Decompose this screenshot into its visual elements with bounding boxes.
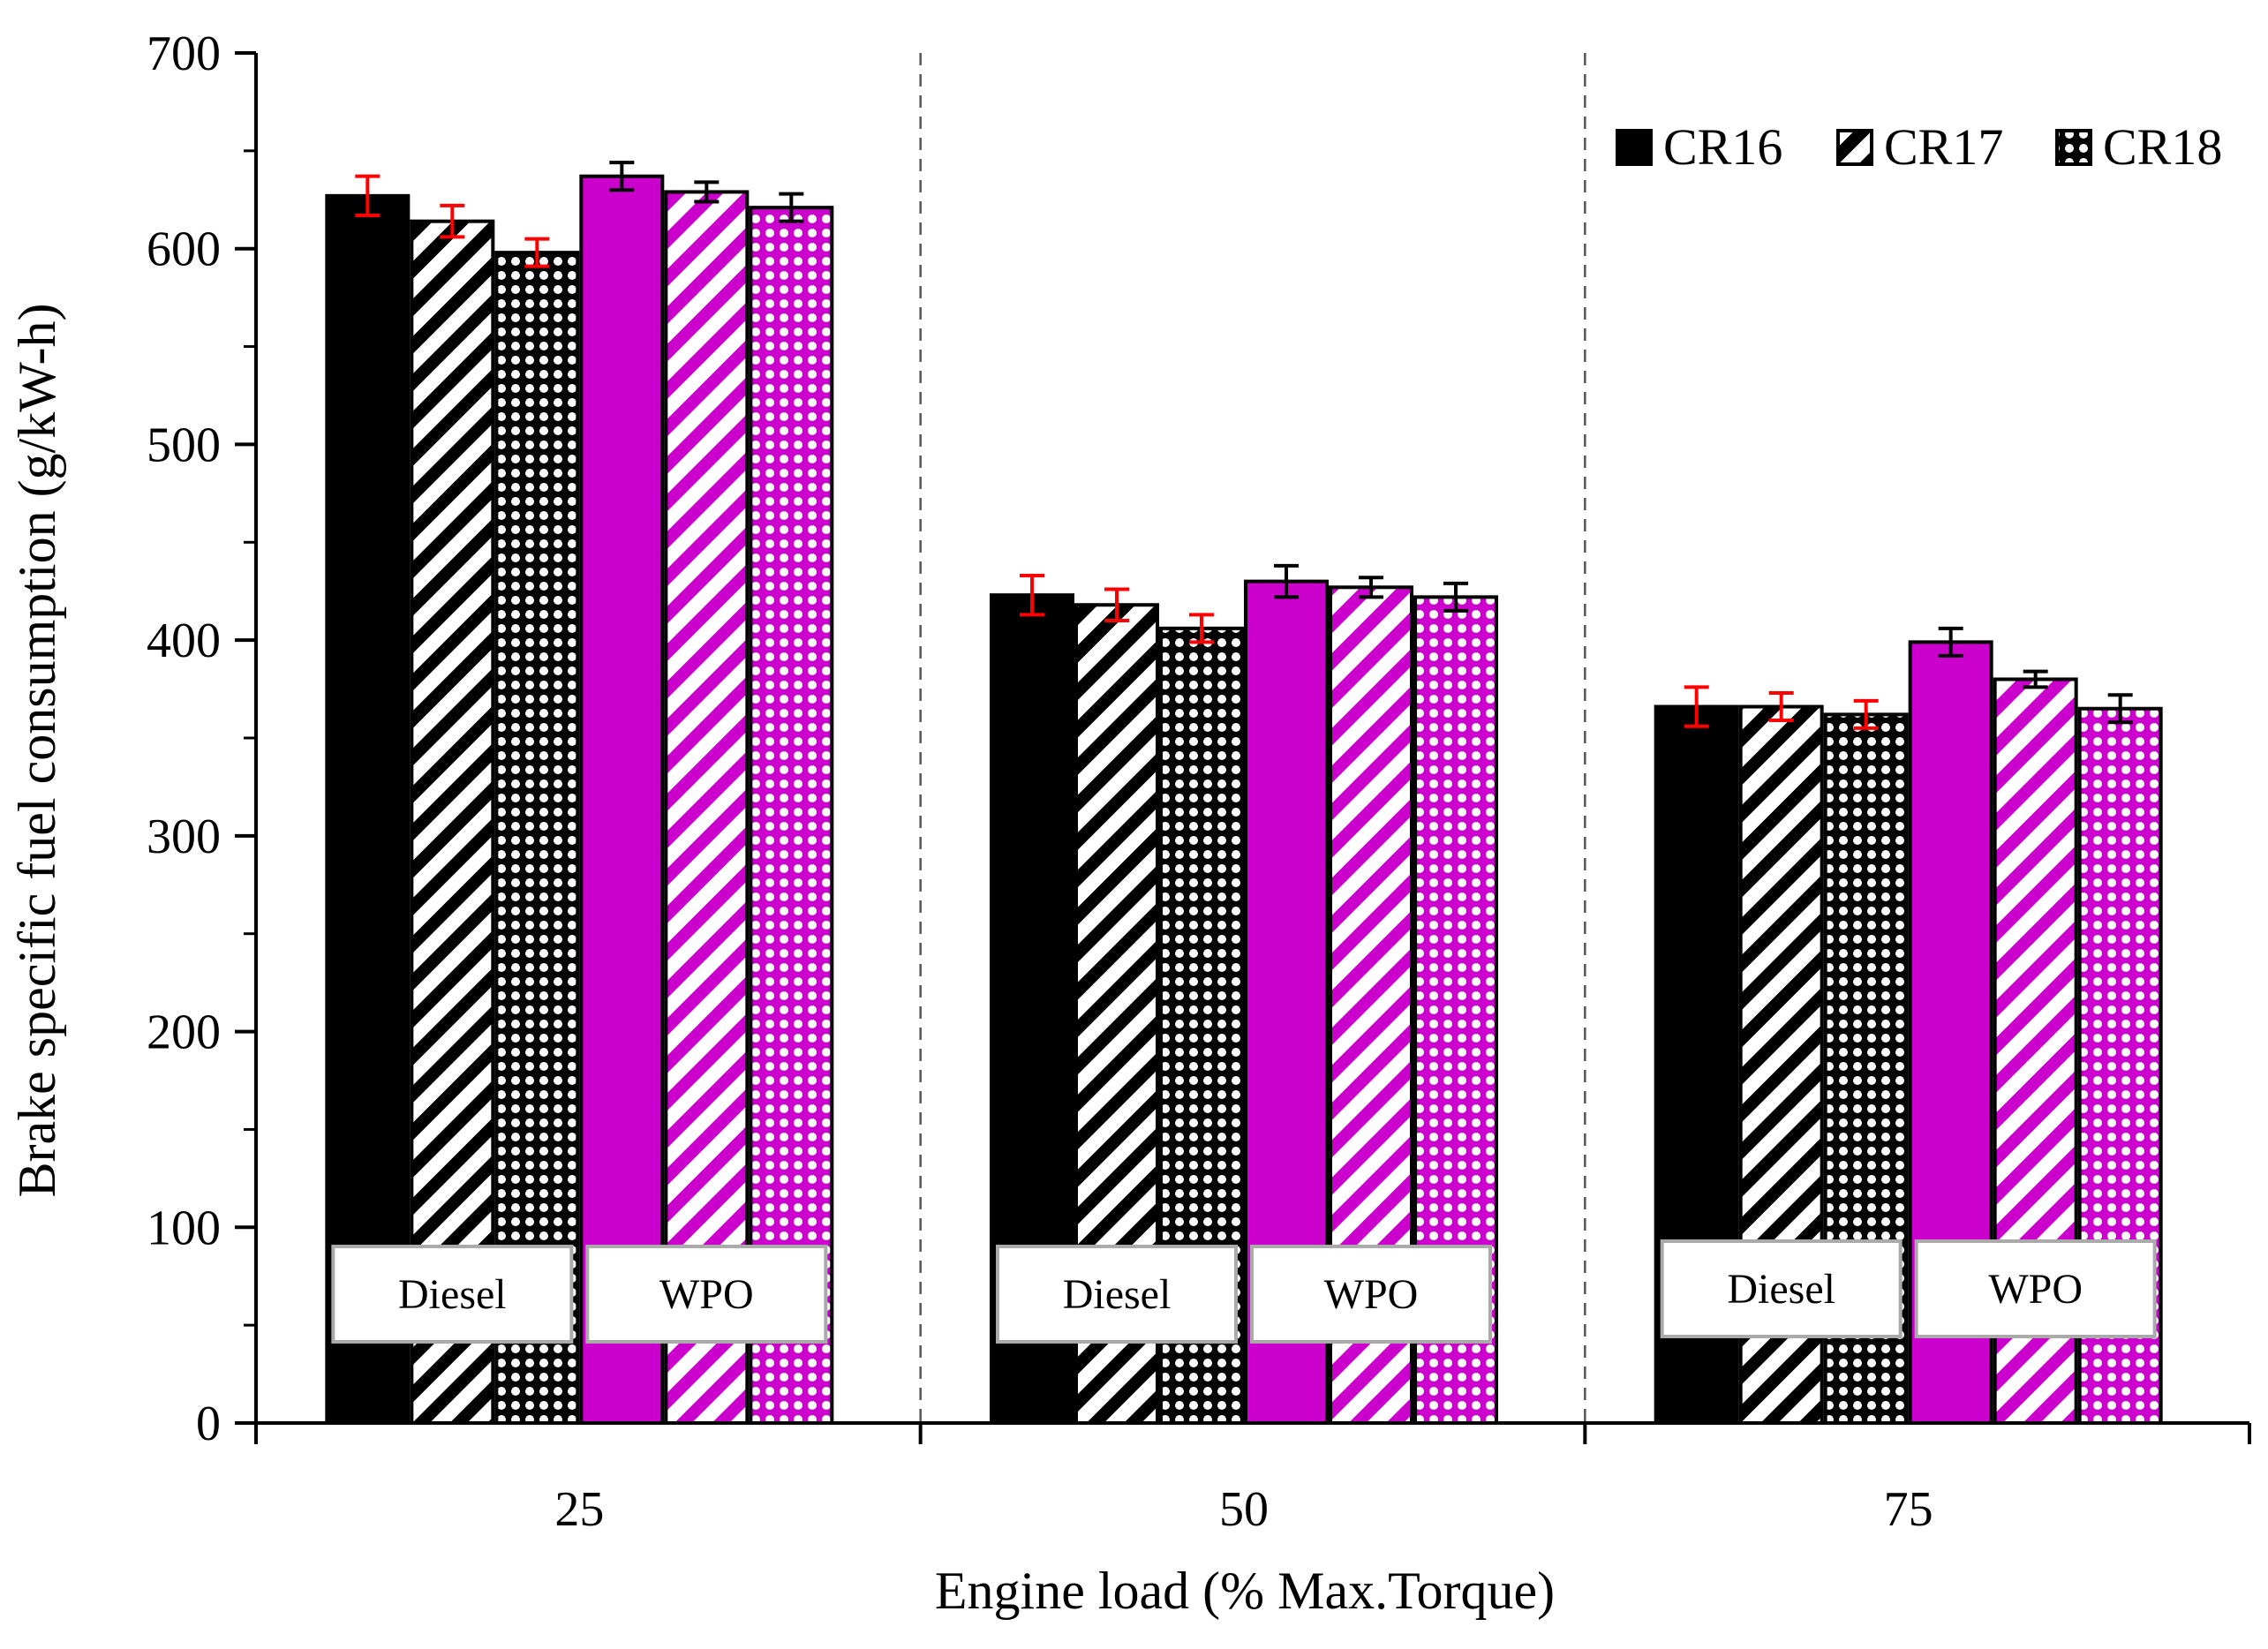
- fuel-label-wpo: WPO: [659, 1271, 754, 1318]
- y-tick-label: 500: [147, 418, 221, 472]
- x-tick-label: 25: [554, 1482, 604, 1537]
- fuel-label-box: [1660, 1239, 1903, 1338]
- fuel-label-box: [996, 1245, 1238, 1344]
- error-bars: [355, 161, 2133, 730]
- legend-swatch-cr18: [2055, 129, 2092, 166]
- fuel-label-box: [1914, 1239, 2157, 1338]
- fuel-label-box: [1250, 1245, 1492, 1344]
- legend-label-cr18: CR18: [2103, 118, 2222, 176]
- bars: [325, 174, 2163, 1426]
- x-axis-title: Engine load (% Max.Torque): [935, 1562, 1555, 1620]
- fuel-label-diesel: Diesel: [1727, 1266, 1835, 1313]
- legend: CR16 CR17 CR18: [1616, 118, 2222, 176]
- y-tick-label: 700: [147, 26, 221, 81]
- fuel-label-wpo: WPO: [1988, 1266, 2083, 1313]
- y-tick-label: 0: [196, 1397, 221, 1451]
- fuel-label-diesel: Diesel: [1063, 1271, 1172, 1318]
- bar-diesel-cr17-load-25: [410, 219, 495, 1425]
- bar-wpo-cr17-load-25: [664, 190, 750, 1426]
- fuel-label-box: [331, 1245, 574, 1344]
- ticks: 0 100 200 300 400 500 600 700 25 50 75: [147, 26, 2251, 1537]
- x-tick-label: 75: [1884, 1482, 1933, 1537]
- fuel-label-diesel: Diesel: [398, 1271, 507, 1318]
- x-tick-label: 50: [1219, 1482, 1269, 1537]
- fuel-group-labels: Diesel WPO Diesel WPO Diesel WPO: [331, 1239, 2157, 1344]
- legend-swatch-cr17: [1836, 129, 1873, 166]
- legend-label-cr17: CR17: [1884, 118, 2003, 176]
- y-tick-label: 200: [147, 1005, 221, 1060]
- bar-wpo-cr16-load-25: [579, 174, 665, 1425]
- legend-label-cr16: CR16: [1663, 118, 1782, 176]
- bar-diesel-cr16-load-25: [325, 193, 411, 1425]
- fuel-label-wpo: WPO: [1324, 1271, 1419, 1318]
- plot-area: Diesel WPO Diesel WPO Diesel WPO 0 100 200 300 40…: [147, 26, 2251, 1537]
- y-tick-label: 100: [147, 1201, 221, 1255]
- y-tick-label: 300: [147, 809, 221, 864]
- fuel-label-box: [585, 1245, 828, 1344]
- y-axis-title: Brake specific fuel consumption (g/kW-h): [8, 303, 66, 1197]
- y-tick-label: 600: [147, 222, 221, 277]
- legend-swatch-cr16: [1616, 129, 1653, 166]
- y-tick-label: 400: [147, 614, 221, 668]
- group-separators: [919, 53, 1586, 1423]
- bar-wpo-cr18-load-25: [749, 206, 834, 1425]
